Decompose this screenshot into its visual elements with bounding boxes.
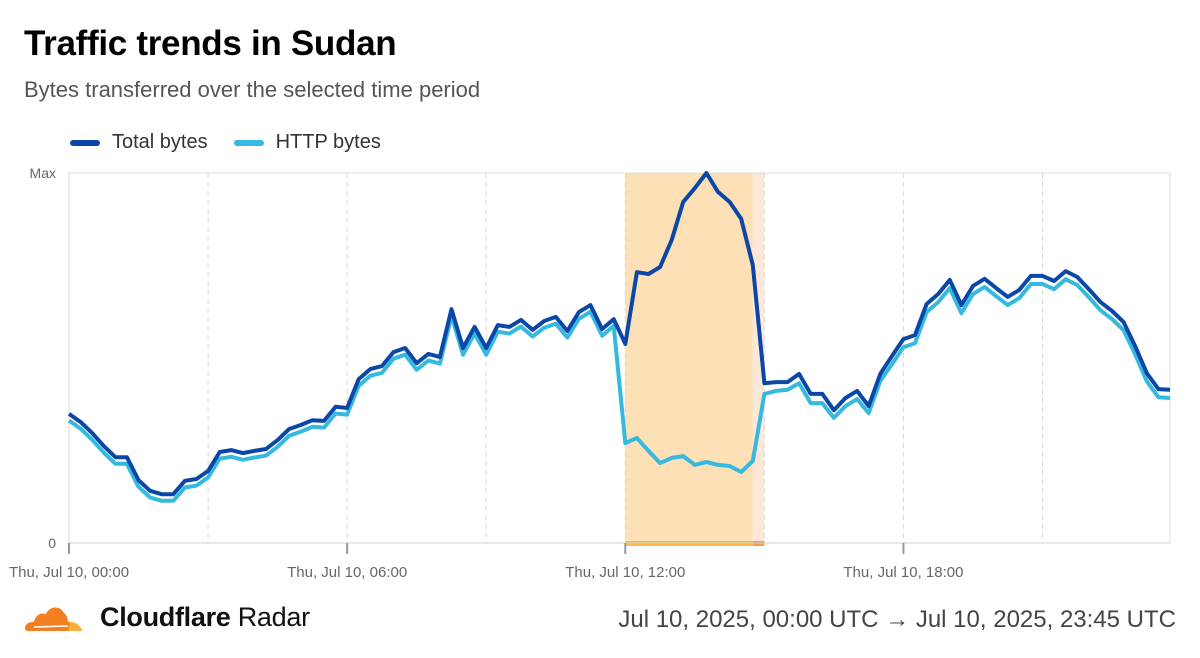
brand-name: Cloudflare Radar (100, 602, 310, 633)
legend-item-total-bytes[interactable]: Total bytes (70, 131, 208, 154)
x-tick-label: Thu, Jul 10, 18:00 (843, 564, 963, 581)
brand-light: Radar (237, 601, 310, 632)
x-tick-label: Thu, Jul 10, 12:00 (565, 564, 685, 581)
legend-label-total: Total bytes (112, 131, 208, 153)
x-tick-label: Thu, Jul 10, 00:00 (9, 564, 129, 581)
brand-bold: Cloudflare (100, 601, 231, 632)
chart-legend: Total bytes HTTP bytes (70, 131, 381, 154)
legend-swatch-http (233, 139, 264, 146)
cloudflare-radar-logo: Cloudflare Radar (24, 601, 310, 633)
series-line-total-bytes (67, 171, 1171, 497)
legend-item-http-bytes[interactable]: HTTP bytes (233, 131, 381, 154)
legend-swatch-total (70, 139, 100, 146)
highlight-region-tail (752, 173, 765, 543)
y-tick-label-max: Max (30, 165, 56, 181)
legend-label-http: HTTP bytes (275, 131, 381, 153)
highlight-region (625, 173, 753, 543)
time-range: Jul 10, 2025, 00:00 UTC → Jul 10, 2025, … (618, 606, 1176, 633)
page-title: Traffic trends in Sudan (24, 24, 397, 63)
y-tick-label-zero: 0 (48, 535, 56, 551)
page-subtitle: Bytes transferred over the selected time… (24, 77, 481, 102)
x-tick-label: Thu, Jul 10, 06:00 (287, 564, 407, 581)
cloudflare-cloud-icon (24, 607, 83, 631)
series-line-http-bytes (67, 277, 1171, 503)
